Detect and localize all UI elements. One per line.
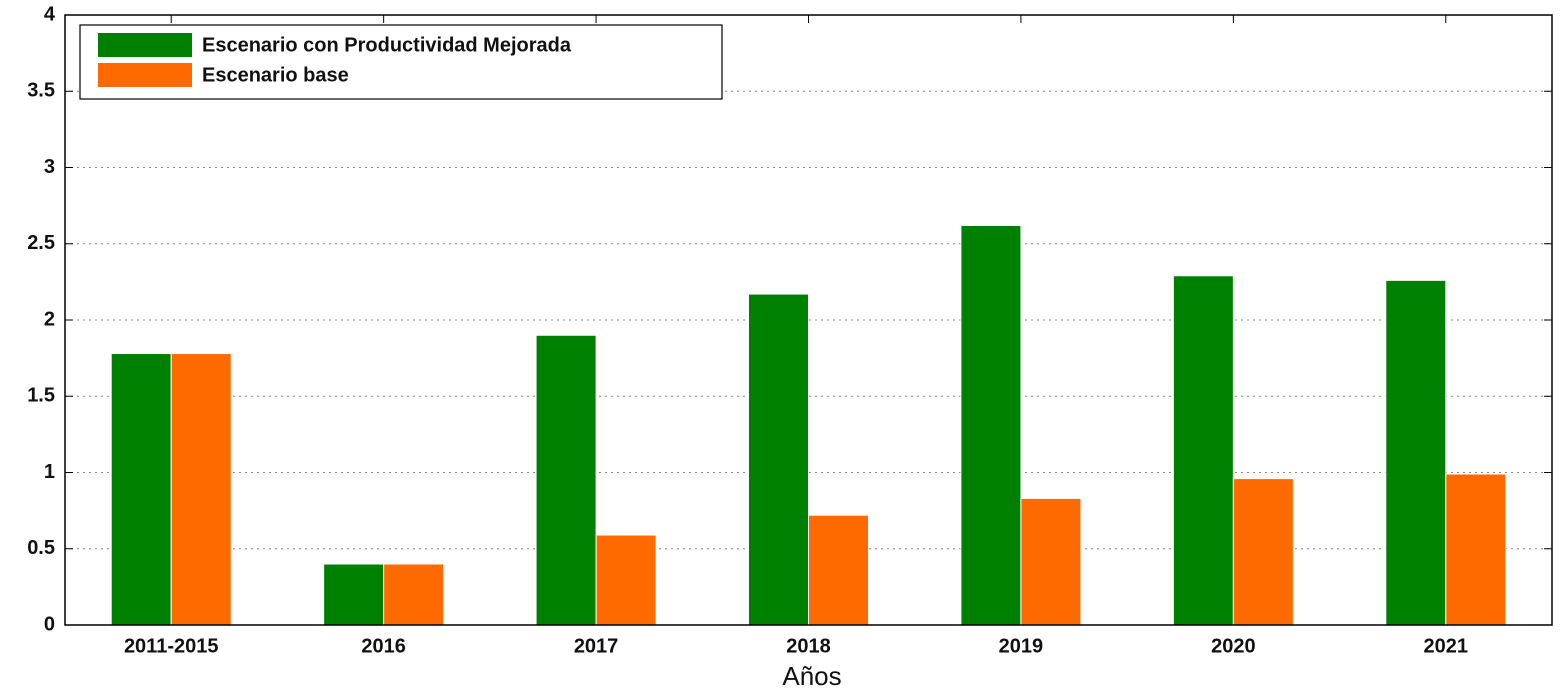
bar (323, 563, 385, 626)
y-tick-label: 1.5 (27, 385, 55, 407)
y-tick-label: 4 (44, 3, 56, 25)
bar (748, 293, 809, 626)
bar (1232, 478, 1294, 626)
y-tick-label: 1 (44, 461, 55, 483)
bar (595, 534, 657, 626)
legend-swatch (98, 63, 192, 87)
x-tick-label: 2021 (1424, 635, 1469, 657)
x-tick-label: 2020 (1211, 635, 1256, 657)
legend-swatch (98, 33, 192, 57)
x-axis-label: Años (782, 661, 841, 691)
bar (383, 563, 445, 626)
plot-frame (64, 14, 1553, 626)
y-tick-label: 2 (44, 308, 55, 330)
y-tick-label: 0.5 (27, 537, 55, 559)
bar (170, 353, 232, 626)
x-tick-label: 2016 (361, 635, 406, 657)
y-tick-label: 0 (44, 613, 55, 635)
legend-label: Escenario con Productividad Mejorada (202, 34, 572, 56)
x-tick-label: 2018 (786, 635, 831, 657)
x-tick-label: 2011-2015 (124, 635, 219, 657)
bar (110, 353, 172, 626)
bar (808, 514, 869, 626)
x-tick-label: 2017 (574, 635, 619, 657)
bar (1385, 279, 1447, 626)
x-tick-label: 2019 (999, 635, 1044, 657)
bar (1020, 497, 1082, 626)
y-tick-label: 2.5 (27, 232, 55, 254)
legend-label: Escenario base (202, 64, 349, 86)
y-tick-label: 3 (44, 156, 55, 178)
bar (960, 224, 1022, 626)
bar (535, 334, 597, 626)
bar (1445, 473, 1507, 626)
y-tick-label: 3.5 (27, 80, 55, 102)
bar (1172, 275, 1234, 626)
